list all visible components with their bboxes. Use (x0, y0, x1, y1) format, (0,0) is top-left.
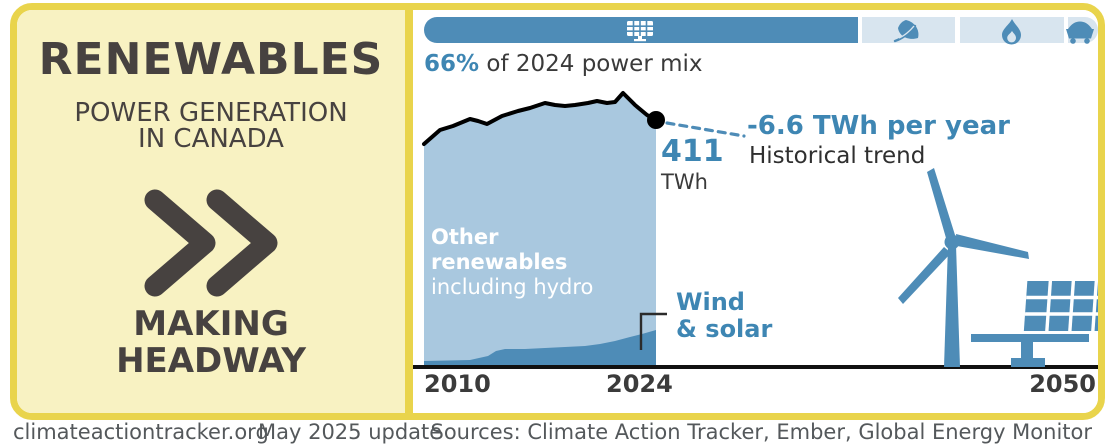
tagline-line-2: HEADWAY (116, 341, 306, 381)
x-tick-2024: 2024 (606, 370, 673, 398)
coal-cart-icon (1066, 21, 1094, 44)
area-wind-solar (424, 330, 656, 367)
total-renewables-line (422, 91, 658, 146)
value-2024: 411 (661, 134, 724, 169)
page-subtitle: POWER GENERATION IN CANADA (17, 100, 405, 152)
other-renewables-label: Other renewables including hydro (431, 225, 593, 300)
power-mix-caption: 66% of 2024 power mix (424, 51, 703, 77)
power-mix-bar (424, 17, 1098, 43)
wind-turbine-icon (898, 168, 1029, 367)
trend-label: Historical trend (749, 143, 926, 169)
power-mix-caption-text: of 2024 power mix (486, 51, 703, 77)
leaf-icon (893, 20, 919, 43)
trend-dashed-line (665, 121, 746, 138)
other-renewables-line3: including hydro (431, 275, 594, 299)
solar-panel-illustration (971, 281, 1098, 367)
footer-update-date: May 2025 update (258, 420, 443, 444)
power-mix-percent: 66% (424, 51, 480, 77)
tagline: MAKING HEADWAY (17, 306, 405, 380)
page-title: RENEWABLES (38, 34, 384, 85)
wind-solar-callout-line (639, 312, 667, 350)
double-chevron-icon (144, 189, 278, 297)
wind-solar-line1: Wind (676, 288, 745, 316)
flame-icon (1002, 19, 1021, 45)
chart-panel: 66% of 2024 power mix 411 TWh -6.6 TWh p… (413, 10, 1098, 413)
area-other-renewables (424, 93, 656, 367)
wind-solar-line2: & solar (676, 315, 773, 343)
other-renewables-line1: Other (431, 225, 499, 249)
chart-graphic (413, 17, 1098, 369)
title-panel: RENEWABLES POWER GENERATION IN CANADA MA… (17, 10, 405, 413)
solar-panel-icon (627, 21, 653, 42)
other-renewables-line2: renewables (431, 250, 568, 274)
trend-value: -6.6 TWh per year (747, 111, 1010, 141)
data-point-2024 (647, 111, 665, 129)
subtitle-line-2: IN CANADA (138, 124, 284, 154)
wind-solar-label: Wind & solar (676, 289, 772, 343)
subtitle-line-1: POWER GENERATION (74, 98, 348, 128)
footer-sources: Sources: Climate Action Tracker, Ember, … (430, 420, 1093, 444)
main-card: RENEWABLES POWER GENERATION IN CANADA MA… (10, 3, 1105, 420)
x-tick-2050: 2050 (1029, 370, 1096, 398)
footer-site-url: climateactiontracker.org (13, 420, 269, 444)
x-tick-2010: 2010 (424, 370, 491, 398)
value-unit: TWh (661, 170, 708, 194)
panel-divider (405, 10, 413, 413)
tagline-line-1: MAKING (133, 304, 289, 344)
